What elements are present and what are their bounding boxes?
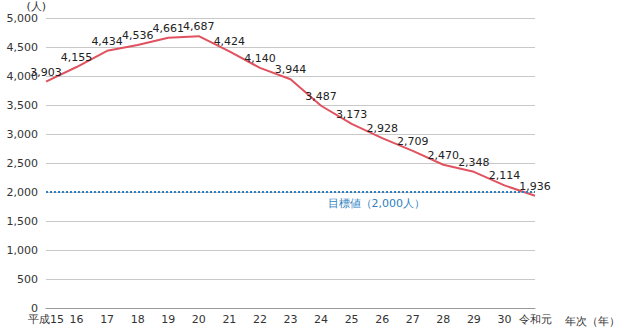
svg-text:4,140: 4,140	[244, 52, 276, 65]
svg-text:(人): (人)	[26, 0, 46, 13]
svg-text:2,470: 2,470	[428, 149, 460, 162]
svg-text:4,155: 4,155	[61, 51, 93, 64]
svg-text:5,000: 5,000	[7, 12, 39, 25]
svg-text:22: 22	[253, 313, 267, 326]
svg-text:18: 18	[131, 313, 145, 326]
svg-text:3,944: 3,944	[275, 63, 307, 76]
svg-text:年次（年）: 年次（年）	[565, 315, 620, 328]
svg-text:4,000: 4,000	[6, 69, 38, 83]
svg-text:3,173: 3,173	[336, 108, 368, 121]
svg-text:3,500: 3,500	[7, 99, 39, 112]
svg-text:2,000: 2,000	[7, 186, 39, 199]
svg-text:1,500: 1,500	[7, 215, 39, 228]
svg-text:24: 24	[314, 313, 328, 326]
svg-text:3,903: 3,903	[30, 66, 62, 79]
svg-text:2,348: 2,348	[458, 156, 490, 169]
svg-text:29: 29	[467, 313, 481, 326]
svg-text:30: 30	[497, 313, 511, 326]
svg-text:4,661: 4,661	[153, 22, 185, 35]
svg-text:27: 27	[406, 313, 420, 326]
svg-text:28: 28	[436, 313, 450, 326]
svg-text:4,536: 4,536	[122, 29, 154, 42]
svg-text:4,424: 4,424	[214, 35, 246, 48]
svg-text:1,000: 1,000	[7, 244, 39, 257]
svg-text:2,500: 2,500	[7, 157, 39, 170]
svg-text:17: 17	[100, 313, 114, 326]
svg-text:16: 16	[70, 313, 84, 326]
svg-text:23: 23	[284, 313, 298, 326]
svg-text:4,500: 4,500	[7, 41, 39, 54]
svg-text:500: 500	[17, 273, 38, 286]
svg-text:4,687: 4,687	[183, 20, 215, 33]
svg-text:21: 21	[222, 313, 236, 326]
svg-text:2,114: 2,114	[489, 169, 521, 182]
svg-text:3,487: 3,487	[305, 90, 337, 103]
svg-text:2,928: 2,928	[366, 122, 398, 135]
svg-text:26: 26	[375, 313, 389, 326]
svg-text:4,434: 4,434	[91, 35, 123, 48]
svg-text:2,709: 2,709	[397, 135, 429, 148]
svg-text:25: 25	[345, 313, 359, 326]
svg-text:目標値（2,000人）: 目標値（2,000人）	[328, 197, 426, 210]
svg-text:3,000: 3,000	[7, 128, 39, 141]
svg-text:0: 0	[31, 301, 38, 315]
svg-text:19: 19	[161, 313, 175, 326]
svg-text:1,936: 1,936	[519, 180, 551, 193]
svg-text:令和元: 令和元	[519, 313, 552, 326]
svg-text:20: 20	[192, 313, 206, 326]
svg-text:平成15: 平成15	[28, 313, 64, 326]
